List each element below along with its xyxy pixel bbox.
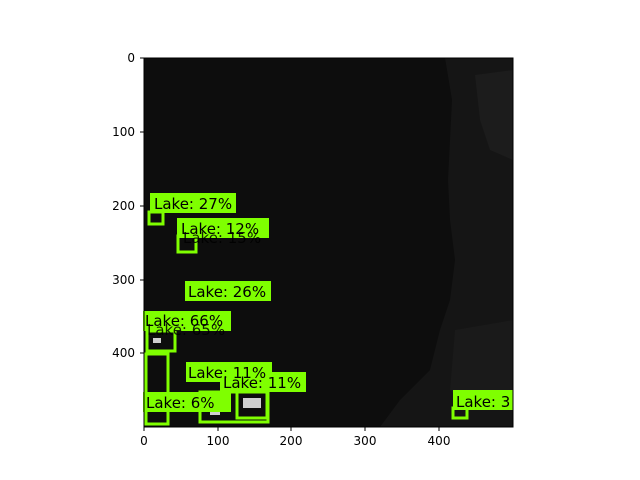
detection-label: Lake: 26% [188, 283, 266, 301]
y-tick-label: 300 [112, 273, 135, 287]
label-bg [453, 390, 513, 410]
label-bg [150, 193, 236, 213]
terrain-texture-2 [475, 70, 513, 160]
detection-label: Lake: 12% [181, 220, 259, 238]
terrain-texture-3 [450, 320, 513, 410]
detection-label: Lake: 65% [147, 321, 225, 339]
x-tick-labels: 0 100 200 300 400 [140, 434, 450, 448]
lake-blob [210, 410, 220, 415]
x-tick-label: 100 [207, 434, 230, 448]
detection-box [144, 352, 170, 426]
label-bg [185, 281, 271, 301]
labels: Lake: 27% Lake: 15% Lake: 12% Lake: 26% … [145, 195, 510, 412]
label-bg [143, 392, 231, 412]
x-tick-label: 400 [428, 434, 451, 448]
x-tick-label: 0 [140, 434, 148, 448]
detection-label: Lake: 27% [154, 195, 232, 213]
label-bg [143, 311, 231, 331]
y-tick-label: 200 [112, 199, 135, 213]
lake-blobs [153, 338, 261, 415]
y-tick-label: 0 [127, 51, 135, 65]
detection-label: Lake: 66% [145, 312, 223, 330]
detection-label: Lake: 11% [188, 364, 266, 382]
y-tick-label: 400 [112, 346, 135, 360]
y-tick-labels: 0 100 200 300 400 [112, 51, 135, 360]
x-tick-label: 300 [354, 434, 377, 448]
label-bg [220, 372, 306, 392]
x-tick-label: 200 [280, 434, 303, 448]
y-axis [140, 57, 144, 354]
label-bg [177, 218, 269, 238]
detection-label: Lake: 15% [183, 229, 261, 247]
detection-label: Lake: 11% [223, 374, 301, 392]
label-backgrounds [143, 193, 513, 412]
detection-label: Lake: 6% [146, 394, 215, 412]
y-tick-label: 100 [112, 125, 135, 139]
lake-blob [243, 398, 261, 408]
axes-frame [143, 57, 514, 428]
lake-blob [153, 338, 161, 343]
detection-label: Lake: 3 [456, 393, 510, 411]
x-axis [143, 427, 440, 431]
